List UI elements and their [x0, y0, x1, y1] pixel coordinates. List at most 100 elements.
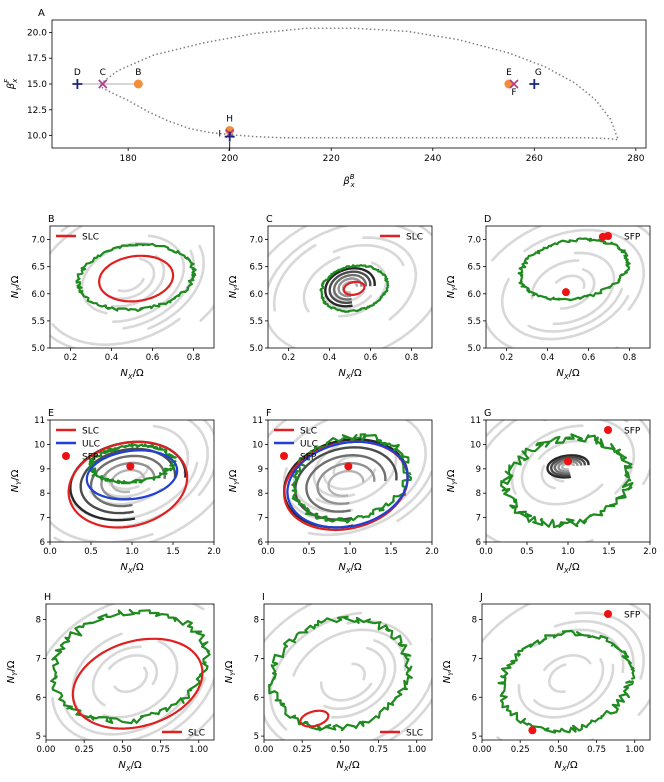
panel-label: E [48, 408, 54, 419]
plot-area [486, 226, 650, 348]
point-label-I: I [218, 130, 221, 140]
stochastic-trajectory [268, 615, 413, 732]
y-tick-label: 9 [476, 465, 481, 475]
legend-label-slc: SLC [300, 427, 317, 437]
streamline [332, 243, 405, 267]
panel-E: 0.0 0.5 1.0 1.5 2.0 6 7 8 9 10 11E NX/Ω NY/Ω SLC ULC SF… [10, 408, 221, 575]
y-axis-label: NY/Ω [6, 660, 19, 683]
x-tick-label: 0.4 [323, 353, 337, 363]
streamline [533, 658, 605, 711]
stochastic-trajectory [500, 433, 634, 529]
streamline [134, 464, 150, 482]
y-tick-label: 7.0 [31, 236, 45, 246]
y-tick-label: 6.0 [31, 290, 45, 300]
point-label-H: H [226, 114, 233, 124]
y-tick-label: 6.0 [467, 290, 481, 300]
y-tick-label: 5.0 [249, 344, 263, 354]
y-tick-label: 5.5 [467, 317, 481, 327]
panel-C: 0.2 0.4 0.6 0.8 5.0 5.5 6.0 6.5 7.0 C NX/Ω NY/Ω SLC [228, 214, 433, 381]
panel-G: 0.0 0.5 1.0 1.5 2.0 6 7 8 9 10 11G NX/Ω NY/Ω SFP [446, 408, 657, 575]
x-tick-label: 1.5 [384, 547, 398, 557]
legend-marker-sfp [62, 452, 70, 460]
legend-label-slc: SLC [82, 233, 99, 243]
y-tick-label: 11 [252, 416, 263, 426]
panel-D: 0.2 0.4 0.6 0.8 5.0 5.5 6.0 6.5 7.0 D NX/Ω NY/Ω SFP [446, 214, 651, 381]
spiral-streamline [550, 456, 586, 477]
y-tick-label: 7.0 [249, 236, 263, 246]
x-tick-label: 2.0 [643, 547, 657, 557]
y-axis-label: βFx [3, 78, 19, 90]
streamline [113, 666, 148, 694]
streamline [543, 653, 592, 672]
streamline [147, 244, 206, 330]
y-tick-label: 9 [40, 465, 45, 475]
x-tick-label: 0.00 [473, 745, 492, 755]
x-axis-label: NX/Ω [556, 368, 580, 381]
x-tick-label: 280 [627, 154, 644, 164]
y-axis-label: NY/Ω [224, 660, 237, 683]
panel-label: A [38, 8, 45, 19]
x-tick-label: 1.00 [625, 745, 644, 755]
panel-B: 0.2 0.4 0.6 0.8 5.0 5.5 6.0 6.5 7.0 B NX/Ω NY/Ω SLC [10, 214, 215, 381]
y-tick-label: 5 [36, 732, 41, 742]
streamline [540, 464, 556, 490]
y-tick-label: 10 [470, 440, 481, 450]
fixed-point [126, 462, 135, 471]
spiral-streamline [561, 462, 575, 471]
x-axis-label: βB x [342, 173, 355, 189]
x-axis-label: NX/Ω [338, 368, 362, 381]
x-tick-label: 1.5 [602, 547, 616, 557]
legend-marker-sfp [280, 452, 288, 460]
x-tick-label: 0.0 [261, 547, 275, 557]
x-tick-label: 180 [120, 154, 137, 164]
fixed-point [344, 462, 353, 471]
streamline [482, 604, 532, 644]
plot-area [268, 420, 432, 537]
x-tick-label: 1.0 [343, 547, 357, 557]
spiral-streamline [546, 454, 590, 479]
streamline [62, 689, 191, 736]
y-tick-label: 20.0 [27, 28, 47, 38]
spiral-streamline [328, 270, 372, 305]
spiral-streamline [316, 462, 376, 505]
x-tick-label: 0.5 [302, 547, 316, 557]
legend-label-ulc: ULC [82, 440, 100, 450]
x-tick-label: 0.4 [105, 353, 119, 363]
spiral-streamline [305, 453, 387, 513]
streamline [530, 259, 580, 300]
slc-orbit [71, 637, 204, 730]
legend-label-sfp: SFP [624, 427, 641, 437]
slc-orbit [299, 709, 330, 728]
point-label-J: J [227, 142, 231, 152]
y-tick-label: 6 [476, 538, 481, 548]
streamline [312, 444, 356, 498]
x-tick-label: 0.75 [369, 745, 388, 755]
streamline [107, 654, 159, 686]
stochastic-trajectory [497, 629, 636, 734]
streamline [638, 420, 650, 485]
streamline [491, 226, 650, 262]
panel-label: H [44, 592, 51, 603]
streamline [111, 234, 186, 323]
spiral-streamline [89, 454, 167, 508]
legend-marker-sfp [604, 426, 612, 434]
ulc-orbit [286, 440, 409, 529]
streamline [264, 604, 314, 644]
x-axis-label: NX/Ω [120, 368, 144, 381]
panel-label: B [48, 214, 55, 225]
streamline [51, 317, 181, 347]
streamline [574, 611, 645, 680]
y-tick-label: 5 [472, 732, 477, 742]
legend-label-slc: SLC [82, 427, 99, 437]
x-tick-label: 0.25 [511, 745, 530, 755]
streamline [552, 251, 616, 326]
streamline [520, 452, 604, 506]
x-tick-label: 0.25 [293, 745, 312, 755]
streamline [272, 244, 317, 312]
bifurcation-boundary [99, 27, 620, 141]
y-tick-label: 8 [40, 489, 45, 499]
legend-label-sfp: SFP [624, 611, 641, 621]
x-tick-label: 1.00 [407, 745, 426, 755]
x-tick-label: 0.00 [255, 745, 274, 755]
